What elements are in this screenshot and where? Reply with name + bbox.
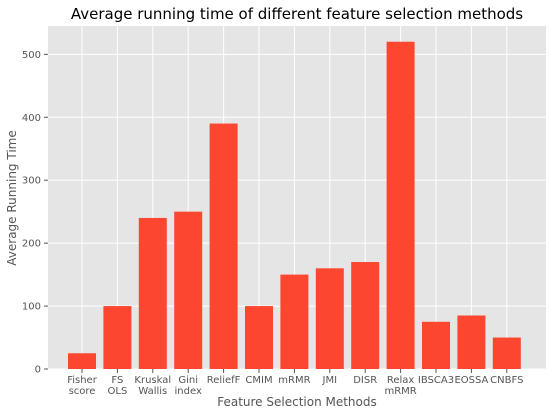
x-tick-label: CNBFS xyxy=(490,375,523,386)
x-tick-label: DISR xyxy=(353,375,377,386)
bar xyxy=(138,217,167,369)
bar xyxy=(422,321,450,369)
bar xyxy=(351,262,380,369)
x-tick-label: Gini index xyxy=(175,375,202,397)
bar xyxy=(245,306,273,369)
chart-title: Average running time of different featur… xyxy=(71,5,523,23)
x-tick-label: Kruskal Wallis xyxy=(134,375,171,397)
y-tick-label: 400 xyxy=(22,113,41,124)
y-tick-label: 100 xyxy=(22,302,41,313)
y-tick-label: 0 xyxy=(35,365,41,376)
bar xyxy=(492,337,521,369)
x-tick-label: mRMR xyxy=(278,375,310,386)
y-axis-label: Average Running Time xyxy=(5,130,19,265)
x-tick-label: EOSSA xyxy=(454,375,488,386)
bar xyxy=(103,306,132,369)
y-axis-ticks: 0 100 200 300 400 500 xyxy=(22,50,48,376)
bar xyxy=(315,268,344,369)
x-tick-label: JMI xyxy=(322,375,338,386)
bars xyxy=(68,41,521,369)
x-tick-label: ReliefF xyxy=(207,375,241,386)
y-tick-label: 500 xyxy=(22,50,41,61)
x-axis-label: Feature Selection Methods xyxy=(217,395,377,409)
x-tick-label: IBSCA3 xyxy=(418,375,454,386)
bar xyxy=(174,211,203,369)
x-tick-label: Fisher score xyxy=(67,375,98,397)
bar xyxy=(280,274,309,369)
bar xyxy=(68,353,96,369)
bar xyxy=(386,41,415,369)
y-tick-label: 200 xyxy=(22,239,41,250)
x-tick-label: CMIM xyxy=(245,375,272,386)
y-tick-label: 300 xyxy=(22,176,41,187)
x-tick-label: Relax mRMR xyxy=(384,375,416,397)
bar xyxy=(209,123,238,369)
bar xyxy=(457,315,486,369)
x-tick-label: FS OLS xyxy=(108,375,128,397)
